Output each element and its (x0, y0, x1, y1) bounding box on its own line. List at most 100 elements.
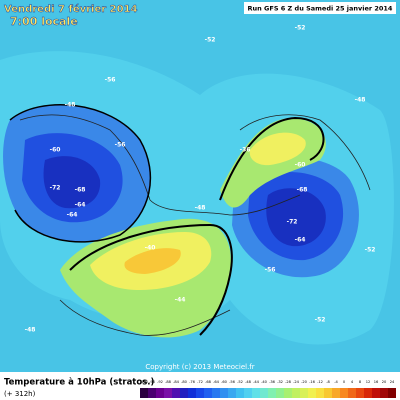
legend-tick: 8 (359, 380, 362, 384)
legend-swatch (308, 388, 316, 398)
legend-swatch (316, 388, 324, 398)
contour-label: -56 (115, 142, 126, 149)
legend-tick: -4 (334, 380, 338, 384)
legend-tick: -20 (301, 380, 308, 384)
legend-tick: -12 (317, 380, 323, 384)
legend-tick: -16 (309, 380, 316, 384)
legend-tick: -100 (140, 380, 149, 384)
run-info: Run GFS 6 Z du Samedi 25 janvier 2014 (248, 5, 393, 13)
vortex-core (43, 156, 101, 209)
legend-tick: -64 (213, 380, 220, 384)
legend-tick: -96 (149, 380, 156, 384)
legend-tick: -92 (157, 380, 163, 384)
contour-label: -40 (145, 245, 156, 252)
legend-tick: -60 (221, 380, 228, 384)
contour-label: -60 (295, 162, 306, 169)
contour-label: -48 (25, 327, 36, 334)
legend-swatch (276, 388, 284, 398)
legend-swatch (380, 388, 388, 398)
legend-tick: -28 (285, 380, 292, 384)
contour-label: -64 (75, 202, 86, 209)
legend-swatch (364, 388, 372, 398)
legend-tick: -24 (293, 380, 300, 384)
legend-swatch (204, 388, 212, 398)
legend-tick: -8 (326, 380, 330, 384)
contour-label: -56 (105, 77, 116, 84)
contour-label: -68 (297, 187, 308, 194)
legend-tick: -68 (205, 380, 212, 384)
legend-tick: 0 (343, 380, 346, 384)
legend-swatch (292, 388, 300, 398)
legend-swatch (244, 388, 252, 398)
contour-label: -52 (315, 317, 326, 324)
legend-tick: -84 (173, 380, 180, 384)
legend-swatch (324, 388, 332, 398)
legend-swatch (180, 388, 188, 398)
warm-core (90, 132, 306, 290)
isotherm-bold (9, 104, 152, 243)
contour-label: -48 (65, 102, 76, 109)
copyright: Copyright (c) 2013 Meteociel.fr (145, 363, 254, 371)
legend-swatch (212, 388, 220, 398)
footer-title: Temperature à 10hPa (stratos.) (4, 378, 154, 388)
legend-tick: 24 (390, 380, 395, 384)
legend-swatch (268, 388, 276, 398)
contour-label: -52 (205, 37, 216, 44)
contour-label: -72 (50, 185, 61, 192)
legend-swatch (300, 388, 308, 398)
legend-swatch (372, 388, 380, 398)
isotherm-bold (69, 116, 325, 336)
contour-label: -48 (355, 97, 366, 104)
legend-tick: 20 (382, 380, 387, 384)
legend-swatch (196, 388, 204, 398)
contour-label: -72 (287, 219, 298, 226)
legend-swatch (220, 388, 228, 398)
contour-label: -48 (195, 205, 206, 212)
legend-tick: -48 (245, 380, 252, 384)
contour-label: -56 (265, 267, 276, 274)
legend-swatch (356, 388, 364, 398)
footer-lead: (+ 312h) (4, 390, 36, 398)
contour-label: -60 (50, 147, 61, 154)
legend-tick: -52 (237, 380, 243, 384)
contour-label: -64 (67, 212, 78, 219)
legend-tick: -36 (269, 380, 276, 384)
contour-label: -68 (75, 187, 86, 194)
legend-tick: -44 (253, 380, 260, 384)
legend-swatch (340, 388, 348, 398)
legend-tick: -32 (277, 380, 283, 384)
legend-tick: -76 (189, 380, 196, 384)
legend-tick: -80 (181, 380, 188, 384)
warm-peak (124, 248, 181, 274)
contour-label: -36 (240, 147, 251, 154)
legend-swatch (156, 388, 164, 398)
run-box (244, 2, 396, 14)
legend-swatch (332, 388, 340, 398)
legend-swatch (260, 388, 268, 398)
legend-swatch (172, 388, 180, 398)
legend-tick: -72 (197, 380, 203, 384)
legend-swatch (348, 388, 356, 398)
legend-tick: 4 (351, 380, 354, 384)
forecast-date: Vendredi 7 février 2014 (4, 3, 138, 15)
legend-swatch (388, 388, 396, 398)
legend-tick: -40 (261, 380, 268, 384)
contour-label: -52 (295, 25, 306, 32)
legend-tick: 12 (366, 380, 371, 384)
legend-tick: -88 (165, 380, 172, 384)
contour-label: -64 (295, 237, 306, 244)
legend-swatch (164, 388, 172, 398)
coastlines (19, 114, 371, 336)
legend-tick: 16 (374, 380, 379, 384)
legend-swatch (236, 388, 244, 398)
contour-label: -44 (175, 297, 186, 304)
legend-swatch (188, 388, 196, 398)
legend-swatch (140, 388, 148, 398)
legend-swatch (228, 388, 236, 398)
legend-swatch (252, 388, 260, 398)
legend-swatch (148, 388, 156, 398)
legend-swatch (284, 388, 292, 398)
contour-label: -52 (365, 247, 376, 254)
